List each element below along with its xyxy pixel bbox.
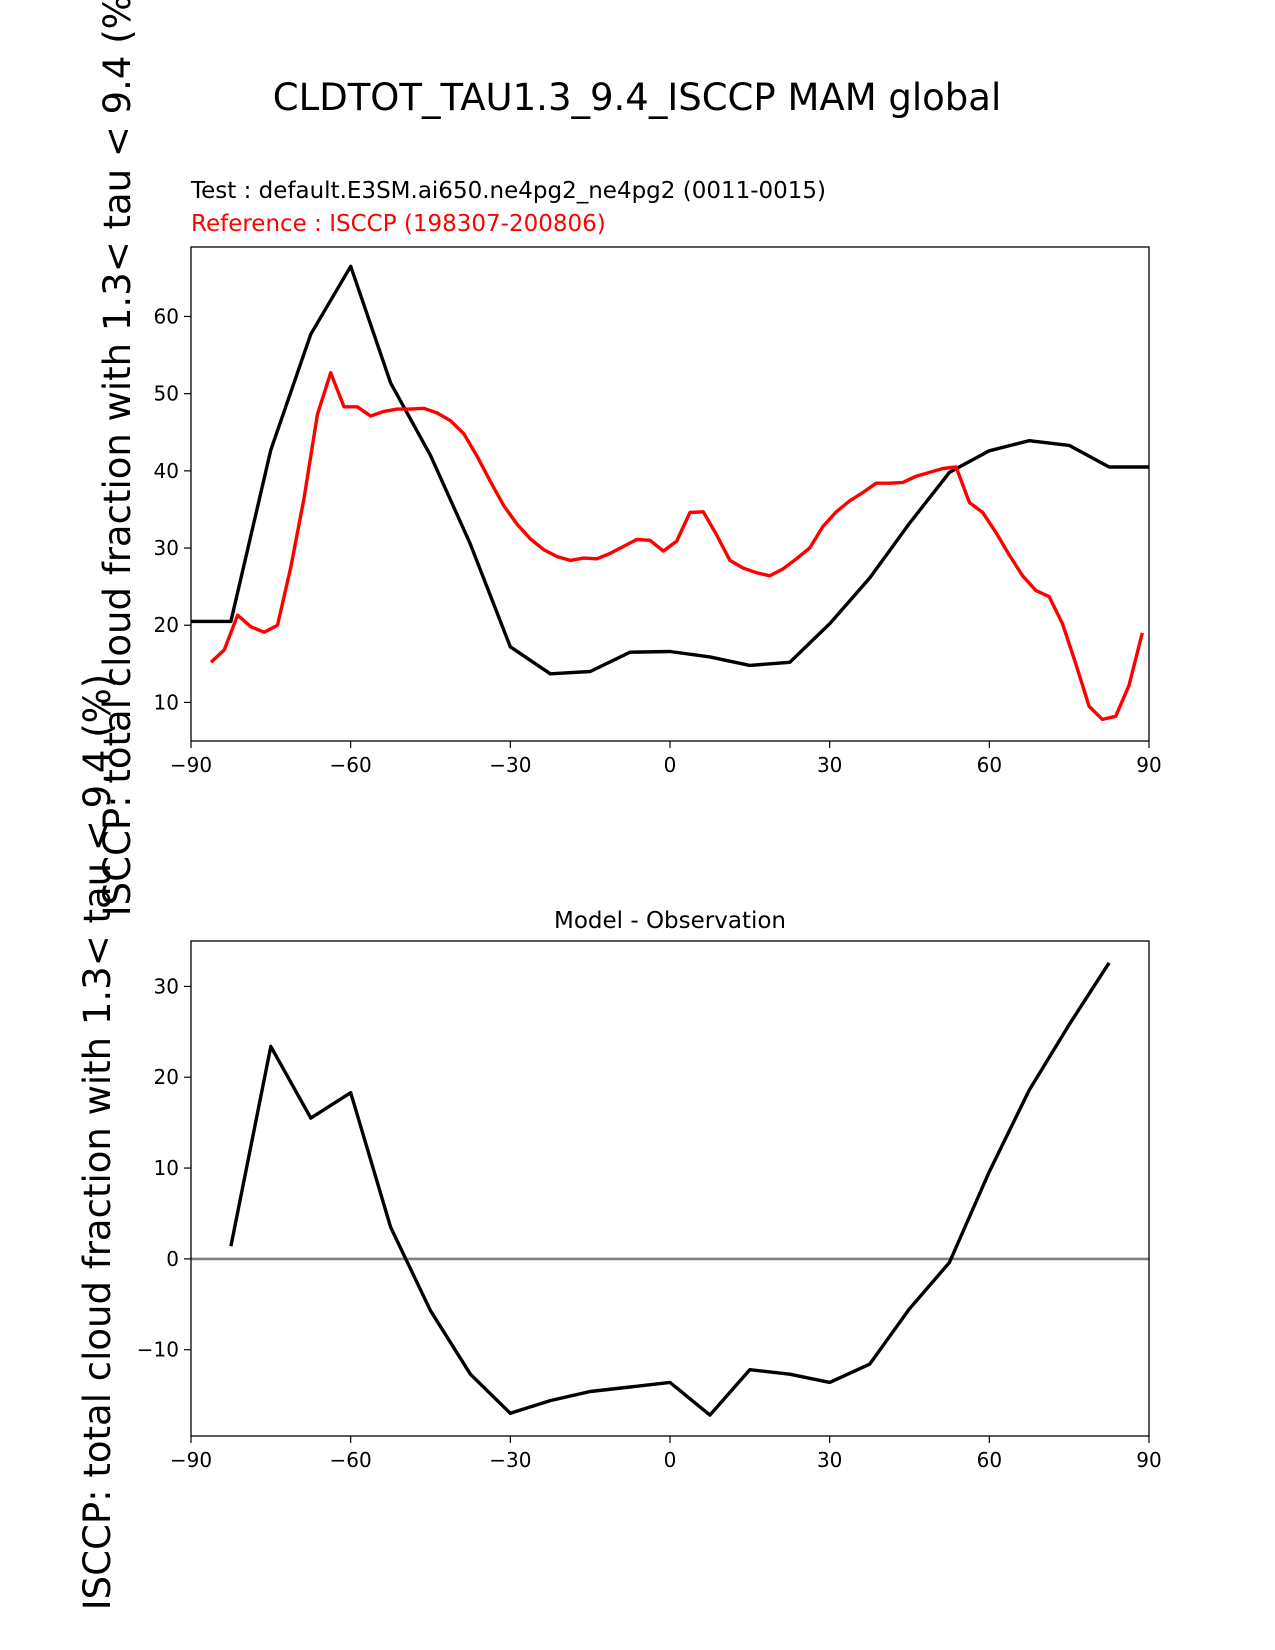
top-series-test-line [191,264,1149,676]
top-panel: Test : default.E3SM.ai650.ne4pg2_ne4pg2 … [96,0,1162,916]
bottom-xtick-label: −60 [330,1448,372,1472]
bottom-panel-title: Model - Observation [554,908,786,934]
bottom-series-difference-line [229,961,1111,1417]
top-panel-axes-frame [190,246,1150,742]
bottom-panel-axes-frame [190,940,1150,1437]
top-ytick-label: 10 [154,690,179,714]
bottom-xtick-label: 30 [817,1448,842,1472]
test-label: Test : default.E3SM.ai650.ne4pg2_ne4pg2 … [190,178,826,204]
bottom-xtick-label: −30 [489,1448,531,1472]
bottom-ytick-label: 10 [154,1156,179,1180]
reference-label: Reference : ISCCP (198307-200806) [191,211,606,237]
top-xtick-label: 0 [664,753,677,777]
bottom-xtick-label: 0 [664,1448,677,1472]
top-ytick-label: 20 [154,613,179,637]
top-panel-series [190,264,1150,722]
bottom-panel-ylabel: ISCCP: total cloud fraction with 1.3< ta… [76,674,119,1610]
top-panel-ylabel: ISCCP: total cloud fraction with 1.3< ta… [96,0,139,916]
bottom-panel-ticks: −90 −60 −30 0 30 60 90 −10 0 10 20 30 [137,974,1162,1472]
bottom-panel-series [191,961,1149,1417]
bottom-xtick-label: 90 [1136,1448,1161,1472]
top-xtick-label: −90 [170,753,212,777]
top-series-reference-line [209,371,1144,722]
top-xtick-label: 90 [1136,753,1161,777]
bottom-panel: Model - Observation ISCCP: total cloud f… [76,674,1162,1610]
bottom-ytick-label: −10 [137,1338,179,1362]
figure-suptitle: CLDTOT_TAU1.3_9.4_ISCCP MAM global [273,76,1001,119]
top-xtick-label: −30 [489,753,531,777]
top-ytick-label: 30 [154,536,179,560]
top-xtick-label: 30 [817,753,842,777]
top-ytick-label: 50 [154,382,179,406]
bottom-ytick-label: 20 [154,1065,179,1089]
top-ytick-label: 60 [154,304,179,328]
top-ytick-label: 40 [154,459,179,483]
top-xtick-label: −60 [330,753,372,777]
top-panel-ticks: −90 −60 −30 0 30 60 90 10 20 30 40 50 60 [154,304,1162,777]
bottom-ytick-label: 0 [166,1247,179,1271]
bottom-ytick-label: 30 [154,974,179,998]
bottom-xtick-label: 60 [977,1448,1002,1472]
bottom-xtick-label: −90 [170,1448,212,1472]
top-xtick-label: 60 [977,753,1002,777]
